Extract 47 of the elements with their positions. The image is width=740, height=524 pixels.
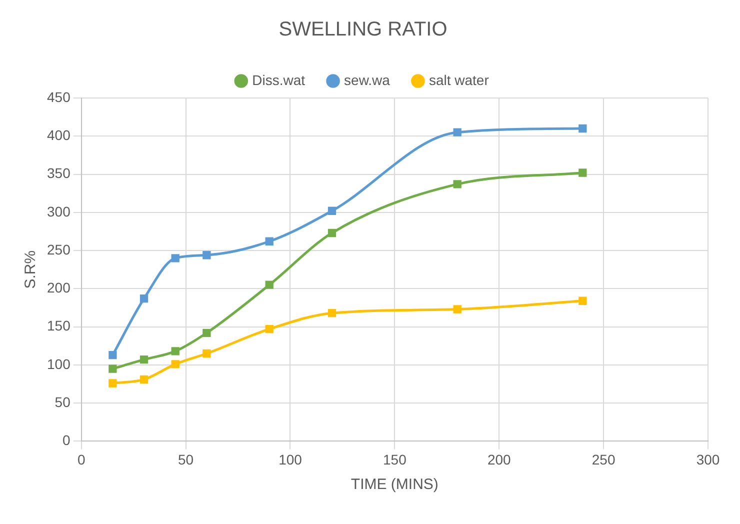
point	[140, 356, 148, 364]
point	[328, 206, 336, 215]
point	[202, 328, 211, 337]
x-tick-label: 250	[592, 451, 616, 468]
point	[140, 375, 148, 384]
point	[202, 349, 211, 358]
point	[171, 254, 180, 262]
point	[265, 325, 274, 334]
y-tick-label: 150	[47, 318, 71, 334]
y-tick-label: 400	[47, 126, 71, 143]
y-tick-label: 200	[47, 280, 71, 296]
y-tick-label: 450	[47, 88, 71, 105]
point	[108, 364, 117, 373]
y-tick-label: 0	[62, 432, 71, 448]
point	[453, 128, 462, 136]
y-axis-title: S.R%	[22, 250, 40, 289]
point	[453, 180, 462, 188]
point	[108, 350, 117, 360]
y-tick-label: 350	[47, 165, 71, 182]
y-tick-label: 50	[54, 394, 71, 410]
x-tick-label: 150	[383, 451, 407, 468]
legend-label: salt water	[428, 72, 490, 88]
point	[328, 308, 336, 318]
point	[171, 360, 180, 368]
point	[578, 124, 587, 133]
x-axis-title: TIME (MINS)	[350, 476, 438, 494]
point	[578, 296, 587, 305]
x-tick-label: 0	[77, 451, 86, 468]
point	[265, 237, 274, 246]
x-tick-label: 300	[696, 451, 720, 468]
point	[453, 305, 462, 314]
point	[578, 168, 587, 177]
point	[328, 228, 336, 238]
point	[265, 280, 274, 289]
point	[202, 251, 211, 260]
y-tick-label: 100	[47, 356, 71, 372]
point	[171, 347, 180, 356]
point	[108, 379, 117, 388]
legend-label: Diss.wat	[252, 72, 306, 88]
chart-title: SWELLING RATIO	[278, 18, 448, 41]
y-tick-label: 300	[47, 203, 71, 220]
legend-label: sew.wa	[344, 72, 390, 88]
x-tick-label: 100	[278, 451, 302, 468]
point	[140, 294, 148, 303]
x-tick-label: 200	[487, 451, 512, 468]
y-tick-label: 250	[47, 241, 71, 258]
x-tick-label: 50	[178, 451, 194, 468]
